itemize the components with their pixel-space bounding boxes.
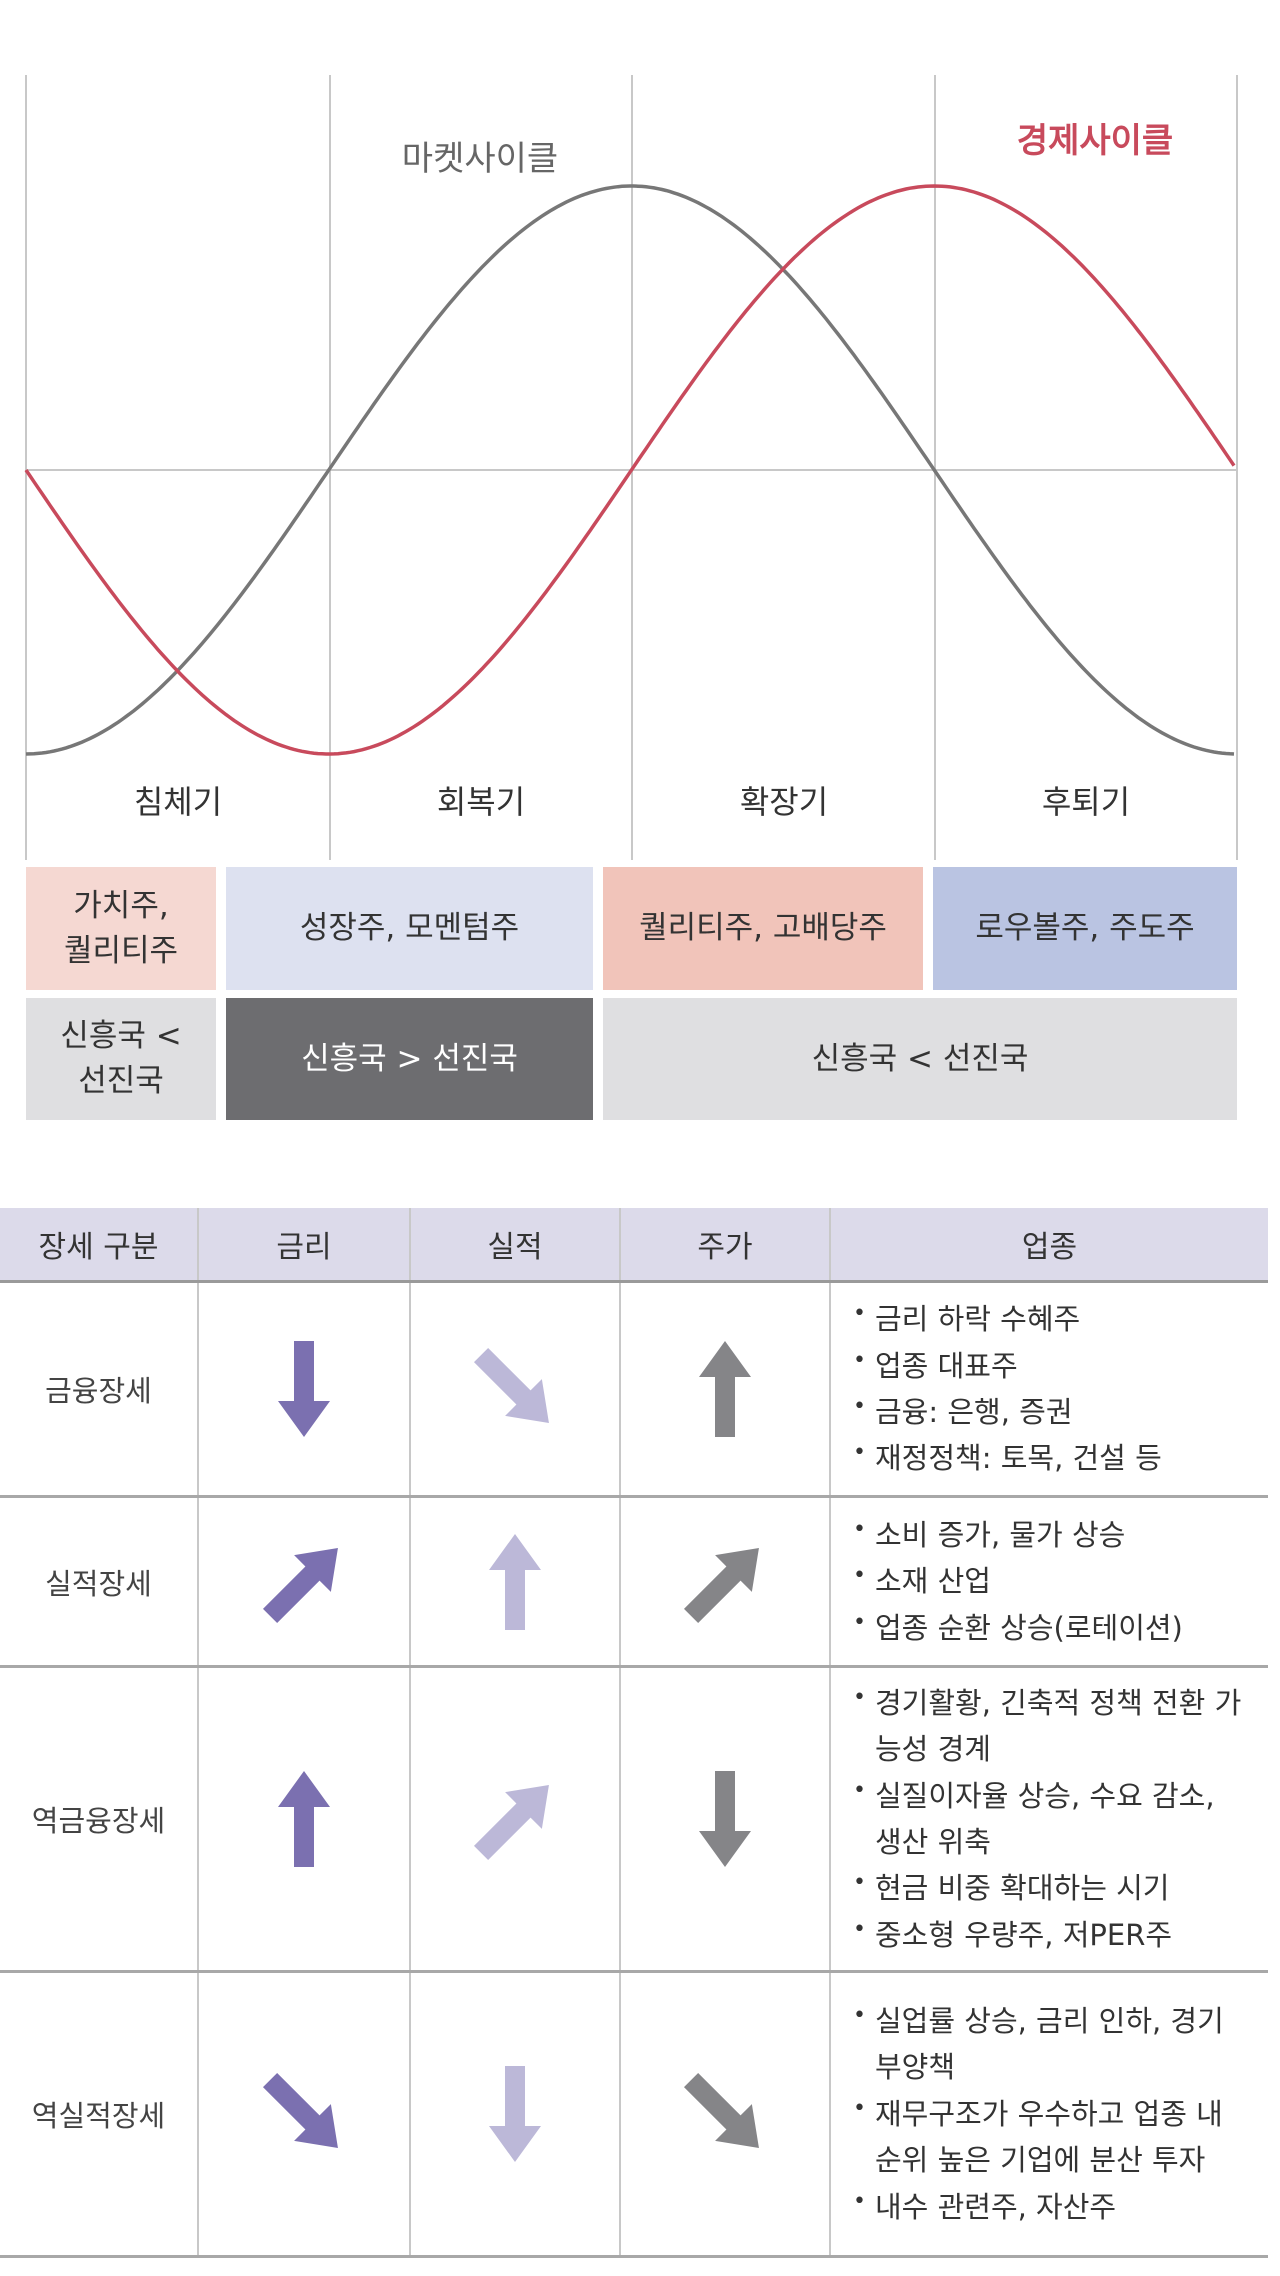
sector-list: 경기활황, 긴축적 정책 전환 가능성 경계실질이자율 상승, 수요 감소, 생… — [853, 1680, 1250, 1958]
stock-price-cell — [619, 1666, 830, 1973]
table-header-row: 장세 구분 금리 실적 주가 업종 — [0, 1208, 1268, 1283]
stock-price-cell — [619, 1496, 830, 1668]
arrow-up-icon — [278, 1771, 330, 1867]
phase-label-recovery: 회복기 — [437, 783, 525, 821]
sector-item: 실질이자율 상승, 수요 감소, 생산 위축 — [853, 1773, 1250, 1866]
phase-label-expansion: 확장기 — [740, 783, 828, 821]
market-cycle-curve — [25, 184, 1235, 756]
phase-label-recession: 침체기 — [134, 783, 222, 821]
style-box-lowvol-leaders: 로우볼주, 주도주 — [933, 867, 1237, 990]
arrow-down-icon — [489, 2066, 541, 2162]
arrow-up-right-icon — [473, 1785, 549, 1861]
sector-item: 현금 비중 확대하는 시기 — [853, 1865, 1250, 1911]
arrow-down-right-icon — [473, 1347, 549, 1423]
stock-price-cell — [619, 1281, 830, 1498]
economic-cycle-label: 경제사이클 — [1017, 121, 1173, 161]
sector-list: 실업률 상승, 금리 인하, 경기 부양책재무구조가 우수하고 업종 내 순위 … — [853, 1998, 1250, 2230]
header-trend-type: 장세 구분 — [0, 1208, 198, 1283]
header-sectors: 업종 — [829, 1208, 1268, 1283]
table-row: 역금융장세 경기활황, 긴축적 정책 전환 가능성 경계실질이자율 상승, 수요 … — [0, 1666, 1268, 1973]
sector-item: 금융: 은행, 증권 — [853, 1389, 1250, 1435]
arrow-up-icon — [699, 1341, 751, 1437]
arrow-down-right-icon — [683, 2072, 759, 2148]
earnings-cell — [409, 1666, 620, 1973]
arrow-down-icon — [278, 1341, 330, 1437]
interest-rate-cell — [197, 1281, 410, 1498]
style-box-growth-momentum: 성장주, 모멘텀주 — [226, 867, 593, 990]
header-earnings: 실적 — [409, 1208, 620, 1283]
arrow-up-icon — [489, 1533, 541, 1630]
region-box-3: 신흥국 < 선진국 — [603, 998, 1237, 1120]
earnings-cell — [409, 1971, 620, 2258]
row-label: 금융장세 — [0, 1281, 198, 1498]
row-label: 실적장세 — [0, 1496, 198, 1668]
economic-cycle-curve — [24, 184, 1236, 756]
arrow-down-right-icon — [262, 2072, 338, 2148]
header-interest-rate: 금리 — [197, 1208, 410, 1283]
header-stock-price: 주가 — [619, 1208, 830, 1283]
sector-item: 업종 순환 상승(로테이션) — [853, 1605, 1250, 1651]
stock-price-cell — [619, 1971, 830, 2258]
sector-item: 소재 산업 — [853, 1558, 1250, 1604]
table-row: 금융장세 금리 하락 수혜주업종 대표주금융: 은행, 증권재정정책: 토목, 건… — [0, 1281, 1268, 1498]
sector-item: 재정정책: 토목, 건설 등 — [853, 1435, 1250, 1481]
earnings-cell — [409, 1496, 620, 1668]
sector-item: 금리 하락 수혜주 — [853, 1296, 1250, 1342]
row-label: 역실적장세 — [0, 1971, 198, 2258]
interest-rate-cell — [197, 1971, 410, 2258]
table-row: 역실적장세 실업률 상승, 금리 인하, 경기 부양책재무구조가 우수하고 업종 … — [0, 1971, 1268, 2258]
sector-item: 경기활황, 긴축적 정책 전환 가능성 경계 — [853, 1680, 1250, 1773]
sector-item: 내수 관련주, 자산주 — [853, 2184, 1250, 2230]
arrow-up-right-icon — [683, 1547, 759, 1623]
style-box-value-quality: 가치주, 퀄리티주 — [26, 867, 216, 990]
region-box-1: 신흥국 < 선진국 — [26, 998, 216, 1120]
market-cycle-label: 마켓사이클 — [402, 139, 558, 179]
sector-item: 실업률 상승, 금리 인하, 경기 부양책 — [853, 1998, 1250, 2091]
cycle-diagram: 마켓사이클 경제사이클 침체기 회복기 확장기 후퇴기 — [24, 75, 1238, 860]
sectors-cell: 경기활황, 긴축적 정책 전환 가능성 경계실질이자율 상승, 수요 감소, 생… — [829, 1666, 1268, 1973]
arrow-down-icon — [699, 1771, 751, 1867]
sectors-cell: 실업률 상승, 금리 인하, 경기 부양책재무구조가 우수하고 업종 내 순위 … — [829, 1971, 1268, 2258]
style-box-quality-dividend: 퀄리티주, 고배당주 — [603, 867, 923, 990]
table-row: 실적장세 소비 증가, 물가 상승소재 산업업종 순환 상승(로테이션) — [0, 1496, 1268, 1668]
region-box-2: 신흥국 > 선진국 — [226, 998, 593, 1120]
sector-item: 중소형 우량주, 저PER주 — [853, 1912, 1250, 1958]
sector-list: 금리 하락 수혜주업종 대표주금융: 은행, 증권재정정책: 토목, 건설 등 — [853, 1296, 1250, 1482]
arrow-up-right-icon — [262, 1547, 338, 1623]
row-label: 역금융장세 — [0, 1666, 198, 1973]
sector-item: 소비 증가, 물가 상승 — [853, 1512, 1250, 1558]
sector-item: 업종 대표주 — [853, 1343, 1250, 1389]
interest-rate-cell — [197, 1666, 410, 1973]
sector-list: 소비 증가, 물가 상승소재 산업업종 순환 상승(로테이션) — [853, 1512, 1250, 1651]
sectors-cell: 소비 증가, 물가 상승소재 산업업종 순환 상승(로테이션) — [829, 1496, 1268, 1668]
earnings-cell — [409, 1281, 620, 1498]
market-trend-table: 장세 구분 금리 실적 주가 업종 금융장세 금리 하락 수혜주업종 대표주금융:… — [0, 1208, 1268, 2258]
sector-item: 재무구조가 우수하고 업종 내 순위 높은 기업에 분산 투자 — [853, 2091, 1250, 2184]
sectors-cell: 금리 하락 수혜주업종 대표주금융: 은행, 증권재정정책: 토목, 건설 등 — [829, 1281, 1268, 1498]
phase-label-slowdown: 후퇴기 — [1042, 783, 1130, 821]
interest-rate-cell — [197, 1496, 410, 1668]
